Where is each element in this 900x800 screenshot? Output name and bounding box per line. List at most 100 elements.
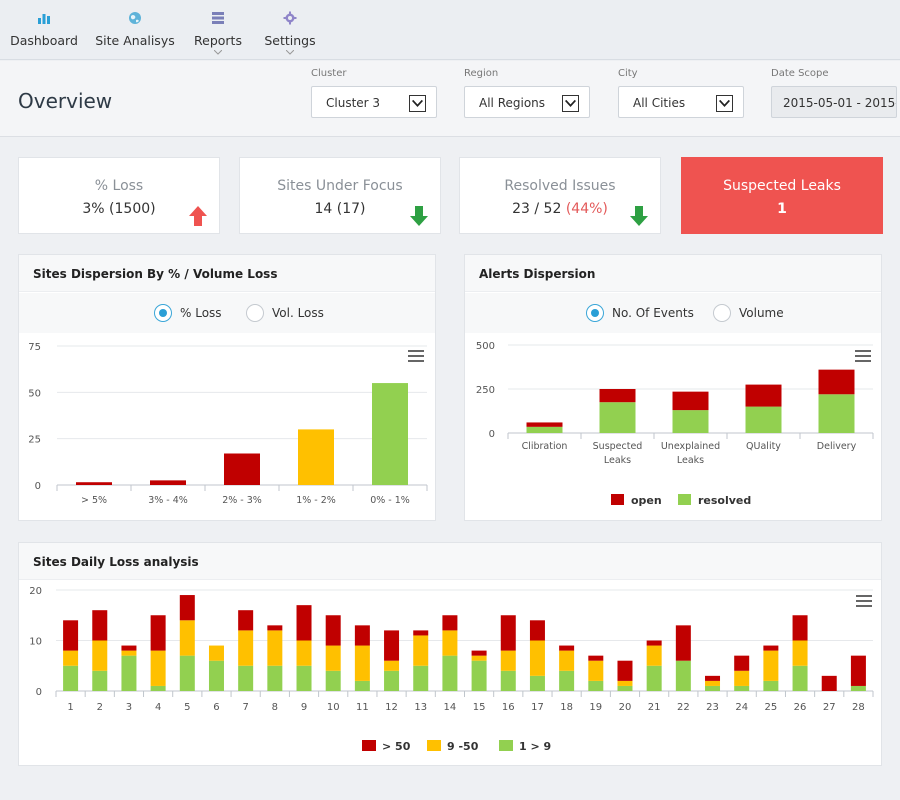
legend-swatch bbox=[427, 740, 441, 751]
page-title: Overview bbox=[18, 89, 113, 113]
bar-segment-1 > 9 bbox=[559, 670, 575, 691]
x-tick-label: 11 bbox=[356, 702, 369, 713]
arrow-down-icon bbox=[410, 206, 428, 226]
bar-chart-icon bbox=[38, 14, 50, 24]
bar-segment-> 50 bbox=[617, 660, 633, 681]
bar-segment-open bbox=[526, 422, 563, 427]
kpi-leaks-card[interactable]: Suspected Leaks 1 bbox=[681, 157, 883, 234]
radio-dot[interactable] bbox=[154, 304, 172, 322]
alerts-mode-radio-group: No. Of Events Volume bbox=[465, 293, 881, 333]
x-tick-label: 6 bbox=[213, 702, 219, 713]
bar-segment-open bbox=[745, 384, 782, 407]
bar-segment-1 > 9 bbox=[588, 680, 604, 691]
chart-menu-icon[interactable] bbox=[408, 350, 424, 362]
bar-segment-1 > 9 bbox=[705, 685, 721, 691]
bar-segment-1 > 9 bbox=[92, 670, 108, 691]
region-select[interactable]: All Regions bbox=[464, 86, 590, 118]
bar-segment-open bbox=[672, 391, 709, 411]
bar-segment-1 > 9 bbox=[121, 655, 137, 691]
x-tick-label: 3% - 4% bbox=[148, 495, 188, 506]
kpi-value: 3% (1500) bbox=[82, 201, 156, 217]
bar-segment-resolved bbox=[599, 402, 636, 433]
bar-segment-> 50 bbox=[850, 655, 866, 686]
x-tick-label: 7 bbox=[242, 702, 248, 713]
bar-segment-9 -50 bbox=[588, 660, 604, 681]
bar-segment-1 > 9 bbox=[208, 660, 224, 691]
bar-segment-> 50 bbox=[267, 625, 283, 631]
globe-icon bbox=[129, 12, 141, 24]
bar-segment-9 -50 bbox=[792, 640, 808, 666]
kpi-title: Resolved Issues bbox=[504, 178, 616, 194]
bar-segment-9 -50 bbox=[325, 645, 341, 671]
bar-segment-9 -50 bbox=[442, 630, 458, 656]
radio-dot[interactable] bbox=[713, 304, 731, 322]
bar-segment-9 -50 bbox=[296, 640, 312, 666]
bar-segment-1 > 9 bbox=[384, 670, 400, 691]
bar-segment-> 50 bbox=[413, 630, 429, 636]
chart-menu-icon[interactable] bbox=[856, 595, 872, 607]
x-tick-label: 18 bbox=[560, 702, 573, 713]
nav-label: Reports bbox=[194, 33, 242, 48]
bar-segment-9 -50 bbox=[354, 645, 370, 681]
bar-segment-9 -50 bbox=[705, 680, 721, 686]
bar-segment-resolved bbox=[526, 426, 563, 433]
x-tick-label: Clibration bbox=[522, 441, 568, 452]
bar-segment-9 -50 bbox=[92, 640, 108, 671]
filter-bar: Overview Cluster Cluster 3 Region All Re… bbox=[0, 61, 900, 137]
chart-menu-icon[interactable] bbox=[855, 350, 871, 362]
nav-settings[interactable]: Settings bbox=[260, 0, 320, 60]
bar-segment-1 > 9 bbox=[850, 685, 866, 691]
kpi-title: Suspected Leaks bbox=[723, 178, 841, 194]
bar-segment-> 50 bbox=[792, 615, 808, 641]
chevron-down-icon[interactable] bbox=[716, 95, 733, 112]
bar-segment-1 > 9 bbox=[734, 685, 750, 691]
bar-segment-9 -50 bbox=[734, 670, 750, 686]
date-scope-input[interactable]: 2015-05-01 - 2015-0 bbox=[771, 86, 897, 118]
bar-segment-> 50 bbox=[588, 655, 604, 661]
bar-segment-1 > 9 bbox=[63, 665, 79, 691]
cluster-select[interactable]: Cluster 3 bbox=[311, 86, 437, 118]
x-tick-label: 15 bbox=[473, 702, 486, 713]
x-tick-label: Delivery bbox=[817, 441, 857, 452]
city-select[interactable]: All Cities bbox=[618, 86, 744, 118]
x-tick-label: 17 bbox=[531, 702, 544, 713]
kpi-value-pct: (44%) bbox=[565, 201, 608, 217]
nav-dashboard[interactable]: Dashboard bbox=[8, 0, 80, 60]
kpi-loss-card[interactable]: % Loss 3% (1500) bbox=[18, 157, 220, 234]
bar-segment-9 -50 bbox=[471, 655, 487, 661]
x-tick-label: 4 bbox=[155, 702, 161, 713]
y-tick-label: 250 bbox=[476, 385, 495, 396]
bar-segment-1 > 9 bbox=[179, 655, 195, 691]
chevron-down-icon[interactable] bbox=[409, 95, 426, 112]
bar-segment-1 > 9 bbox=[646, 665, 662, 691]
radio-dot[interactable] bbox=[246, 304, 264, 322]
y-tick-label: 75 bbox=[28, 342, 41, 353]
gear-icon bbox=[283, 11, 297, 25]
x-tick-label: 19 bbox=[589, 702, 602, 713]
bar-segment-1 > 9 bbox=[150, 685, 166, 691]
kpi-focus-card[interactable]: Sites Under Focus 14 (17) bbox=[239, 157, 441, 234]
nav-reports[interactable]: Reports bbox=[190, 0, 246, 60]
bar-segment-9 -50 bbox=[500, 650, 516, 671]
y-tick-label: 0 bbox=[35, 481, 41, 492]
bar-segment-1 > 9 bbox=[529, 675, 545, 691]
bar-segment-9 -50 bbox=[763, 650, 779, 681]
bar-segment-> 50 bbox=[821, 675, 837, 691]
bar-segment-9 -50 bbox=[617, 680, 633, 686]
bar-segment-> 50 bbox=[179, 595, 195, 621]
x-tick-label: 3 bbox=[126, 702, 132, 713]
x-tick-label: 28 bbox=[852, 702, 865, 713]
bar-segment-9 -50 bbox=[63, 650, 79, 666]
radio-dot[interactable] bbox=[586, 304, 604, 322]
y-tick-label: 0 bbox=[489, 429, 495, 440]
y-tick-label: 0 bbox=[36, 687, 42, 698]
bar-segment-9 -50 bbox=[646, 645, 662, 666]
bar-segment-open bbox=[599, 389, 636, 403]
radio-label: Volume bbox=[739, 306, 784, 320]
x-tick-label: 25 bbox=[765, 702, 778, 713]
bar-segment-> 50 bbox=[92, 610, 108, 641]
bar-segment-1 > 9 bbox=[442, 655, 458, 691]
nav-site-analysis[interactable]: Site Analisys bbox=[95, 0, 175, 60]
kpi-resolved-card[interactable]: Resolved Issues 23 / 52 (44%) bbox=[459, 157, 661, 234]
chevron-down-icon[interactable] bbox=[562, 95, 579, 112]
